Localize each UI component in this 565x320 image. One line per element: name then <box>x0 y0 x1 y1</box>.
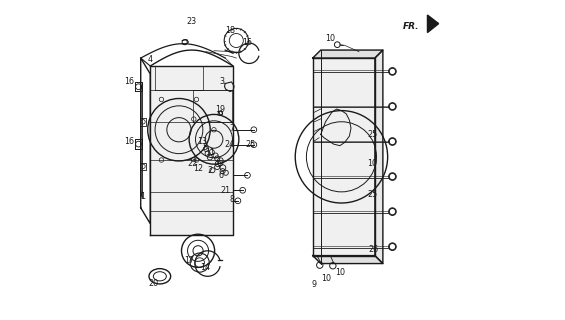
Text: 16: 16 <box>124 77 134 86</box>
Text: 10: 10 <box>321 274 331 283</box>
Text: 4: 4 <box>148 55 153 64</box>
Text: 21: 21 <box>220 186 230 195</box>
Text: 25: 25 <box>367 190 377 199</box>
Text: 17: 17 <box>184 256 194 265</box>
Text: 24: 24 <box>224 140 234 149</box>
Text: 25: 25 <box>246 140 256 149</box>
Polygon shape <box>313 256 383 264</box>
Polygon shape <box>375 50 383 264</box>
Text: FR.: FR. <box>403 22 419 31</box>
Text: 1: 1 <box>141 192 145 201</box>
Text: 6: 6 <box>219 171 224 180</box>
Text: 10: 10 <box>325 35 335 44</box>
Text: 13: 13 <box>197 137 207 146</box>
Text: 25: 25 <box>367 130 377 139</box>
Text: 2: 2 <box>207 166 212 175</box>
Text: 16: 16 <box>124 137 134 146</box>
Text: 26: 26 <box>368 245 379 254</box>
Text: 9: 9 <box>312 280 317 289</box>
Text: 18: 18 <box>225 27 235 36</box>
Text: 22: 22 <box>188 159 198 168</box>
Text: 11: 11 <box>205 148 215 157</box>
Polygon shape <box>313 50 383 58</box>
Polygon shape <box>141 84 142 198</box>
Polygon shape <box>428 15 438 33</box>
Text: 7: 7 <box>229 124 234 133</box>
Text: 14: 14 <box>201 263 210 272</box>
Text: 10: 10 <box>335 268 345 277</box>
Polygon shape <box>313 58 375 256</box>
Text: 5: 5 <box>202 143 207 152</box>
Text: 23: 23 <box>186 17 197 26</box>
Text: 3: 3 <box>219 77 224 86</box>
Text: 8: 8 <box>229 195 234 204</box>
Text: 15: 15 <box>242 38 252 47</box>
Text: 19: 19 <box>215 105 225 114</box>
Text: 20: 20 <box>149 279 159 288</box>
Text: 10: 10 <box>367 159 377 168</box>
Polygon shape <box>150 66 233 235</box>
Text: 12: 12 <box>194 164 204 173</box>
